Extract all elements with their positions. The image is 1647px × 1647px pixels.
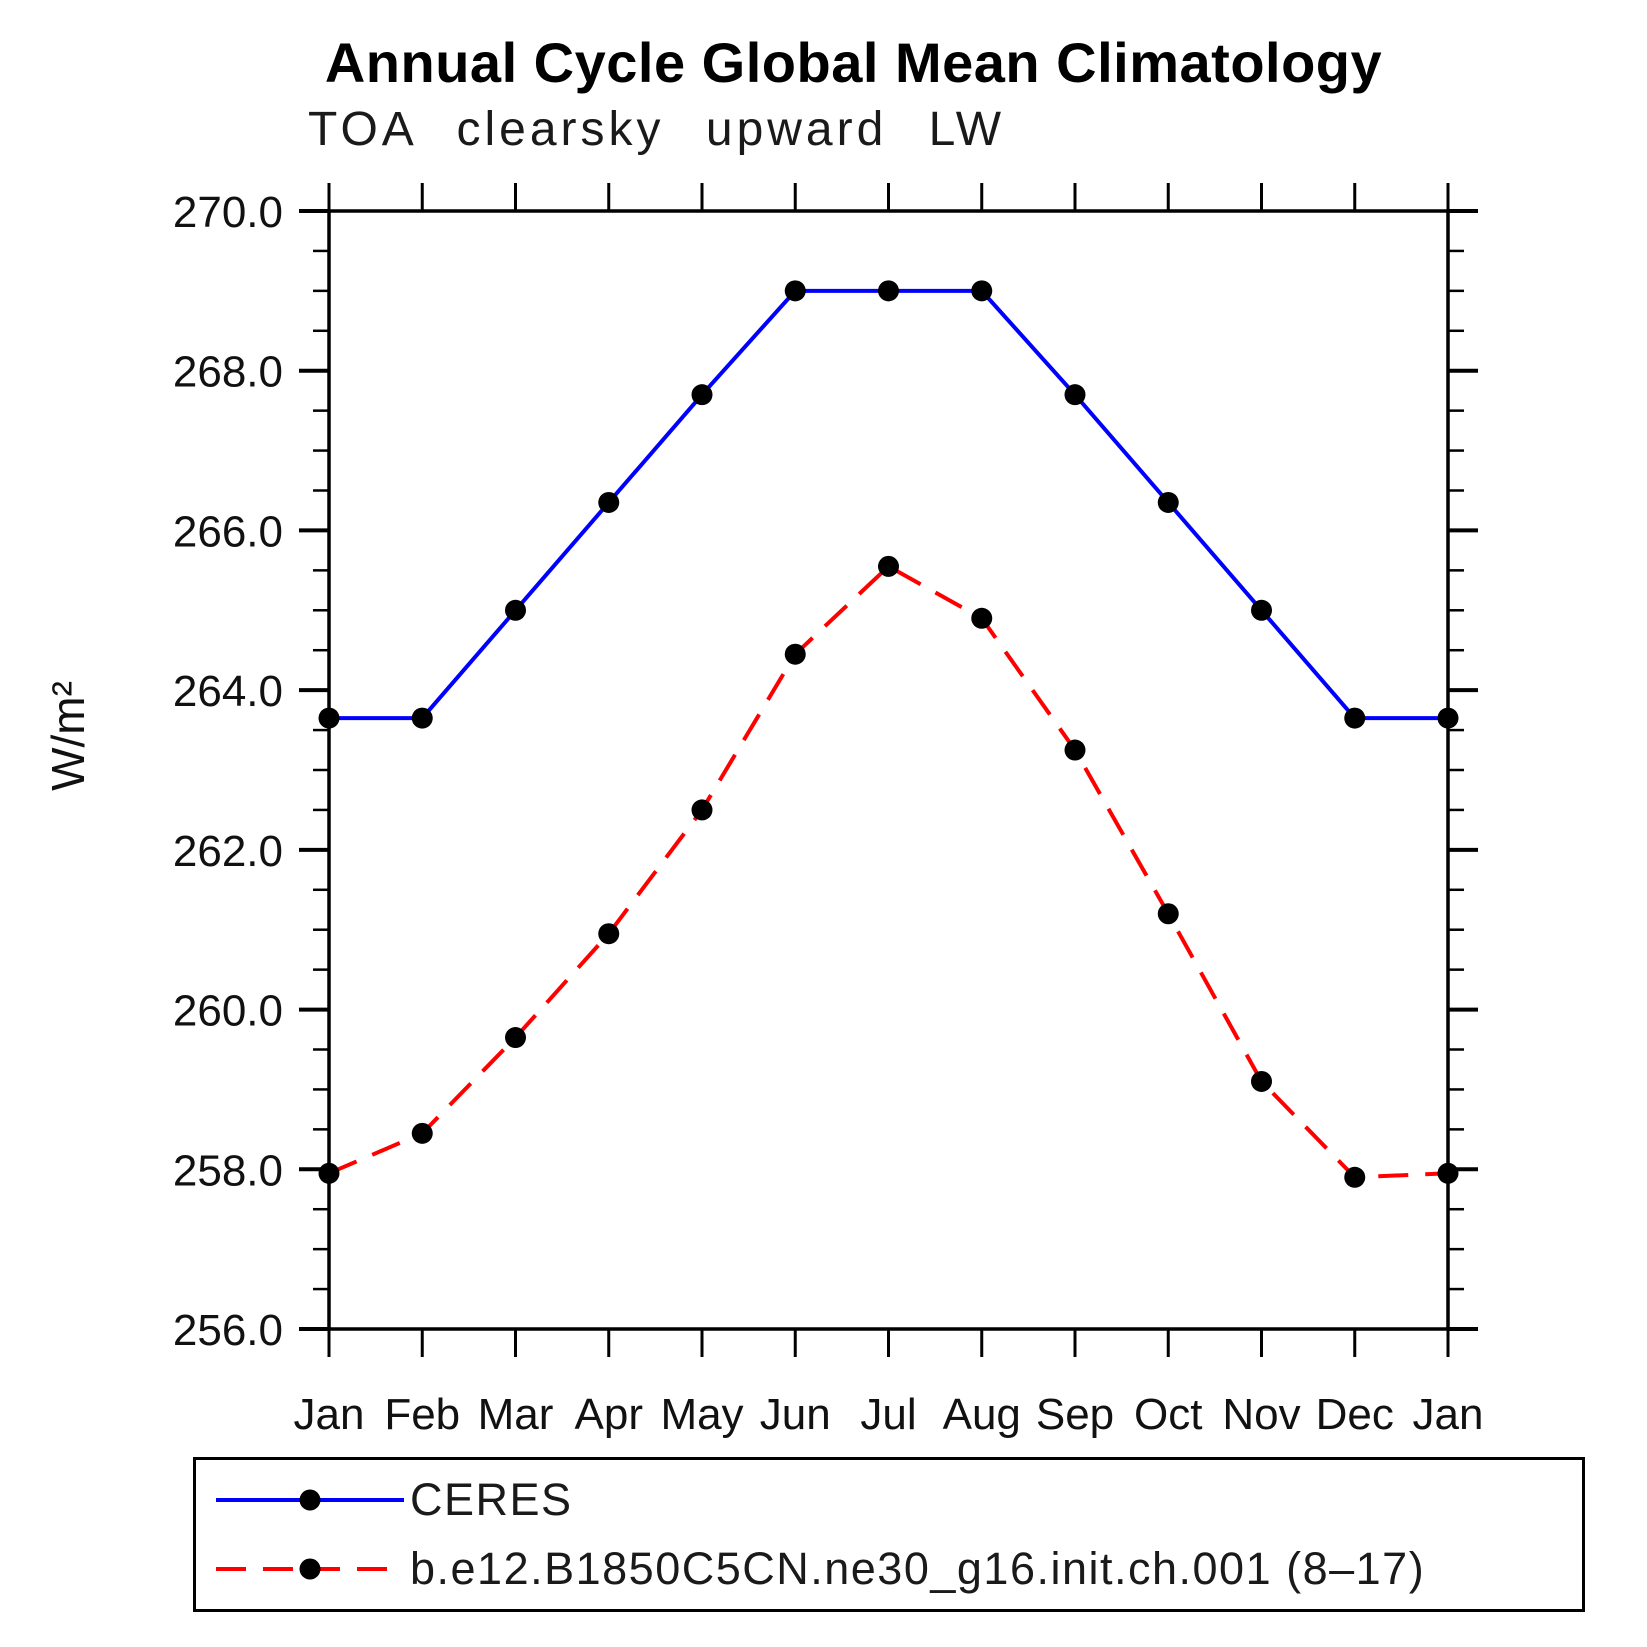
y-tick-label: 266.0 bbox=[173, 507, 283, 556]
x-tick-label: Jun bbox=[760, 1390, 831, 1439]
x-tick-label: Mar bbox=[478, 1390, 554, 1439]
y-tick-label: 256.0 bbox=[173, 1306, 283, 1355]
data-point-marker bbox=[318, 1162, 340, 1184]
data-point-marker bbox=[1157, 491, 1179, 513]
plot-border bbox=[327, 209, 1450, 1331]
y-axis-title: W/m² bbox=[42, 681, 94, 791]
y-tick-label: 262.0 bbox=[173, 827, 283, 876]
data-point-marker bbox=[411, 707, 433, 729]
data-point-marker bbox=[598, 923, 620, 945]
data-point-marker bbox=[1251, 599, 1272, 621]
y-tick-label: 260.0 bbox=[173, 987, 283, 1036]
data-point-marker bbox=[1064, 384, 1086, 406]
x-tick-label: May bbox=[660, 1390, 743, 1439]
data-point-marker bbox=[505, 1027, 526, 1049]
data-point-marker bbox=[411, 1122, 433, 1144]
data-point-marker bbox=[1344, 1166, 1366, 1188]
legend-swatch-dashed bbox=[216, 1558, 404, 1580]
x-tick-label: Dec bbox=[1316, 1390, 1394, 1439]
y-tick-label: 264.0 bbox=[173, 667, 283, 716]
chart-title: Annual Cycle Global Mean Climatology bbox=[324, 31, 1383, 94]
data-point-marker bbox=[1064, 739, 1086, 761]
x-tick-label: Aug bbox=[943, 1390, 1021, 1439]
x-tick-label: Sep bbox=[1036, 1390, 1114, 1439]
data-point-marker bbox=[505, 599, 526, 621]
x-tick-label: Nov bbox=[1222, 1390, 1300, 1439]
data-point-marker bbox=[784, 643, 806, 665]
x-tick-label: Jan bbox=[1413, 1390, 1484, 1439]
data-point-marker bbox=[971, 280, 993, 302]
data-point-marker bbox=[1157, 903, 1179, 925]
data-point-marker bbox=[691, 384, 713, 406]
legend-marker-icon bbox=[299, 1489, 321, 1511]
legend-swatch-solid bbox=[216, 1489, 404, 1511]
data-point-marker bbox=[691, 799, 713, 821]
y-tick-label: 258.0 bbox=[173, 1146, 283, 1195]
series-line-1 bbox=[328, 563, 1449, 1180]
data-point-marker bbox=[1344, 707, 1366, 729]
data-point-marker bbox=[784, 280, 806, 302]
data-point-marker bbox=[971, 607, 993, 629]
x-tick-label: Feb bbox=[384, 1390, 460, 1439]
x-tick-label: Apr bbox=[575, 1390, 643, 1439]
legend: CERES b.e12.B1850C5CN.ne30_g16.init.ch.0… bbox=[193, 1457, 1585, 1612]
x-tick-label: Jul bbox=[860, 1390, 916, 1439]
legend-item-ceres: CERES bbox=[210, 1469, 1582, 1531]
y-tick-label: 268.0 bbox=[173, 348, 283, 397]
chart-subtitle: TOA clearsky upward LW bbox=[308, 103, 1006, 156]
data-point-marker bbox=[1251, 1070, 1272, 1092]
data-point-marker bbox=[318, 707, 340, 729]
chart-canvas: W/m² 256.0 258.0 260.0 262.0 264.0 266.0 268.0… bbox=[42, 183, 1484, 1439]
data-point-marker bbox=[598, 491, 620, 513]
x-tick-label: Oct bbox=[1134, 1390, 1202, 1439]
y-tick-label: 270.0 bbox=[173, 188, 283, 237]
legend-item-model: b.e12.B1850C5CN.ne30_g16.init.ch.001 (8–… bbox=[210, 1538, 1582, 1600]
data-point-marker bbox=[1437, 707, 1459, 729]
data-point-marker bbox=[878, 555, 899, 577]
legend-label-ceres: CERES bbox=[410, 1474, 573, 1526]
series-line-0 bbox=[329, 288, 1448, 721]
data-point-marker bbox=[1437, 1162, 1459, 1184]
data-point-marker bbox=[878, 280, 899, 302]
legend-label-model: b.e12.B1850C5CN.ne30_g16.init.ch.001 (8–… bbox=[410, 1542, 1426, 1594]
legend-marker-icon bbox=[299, 1558, 321, 1580]
x-tick-label: Jan bbox=[294, 1390, 365, 1439]
